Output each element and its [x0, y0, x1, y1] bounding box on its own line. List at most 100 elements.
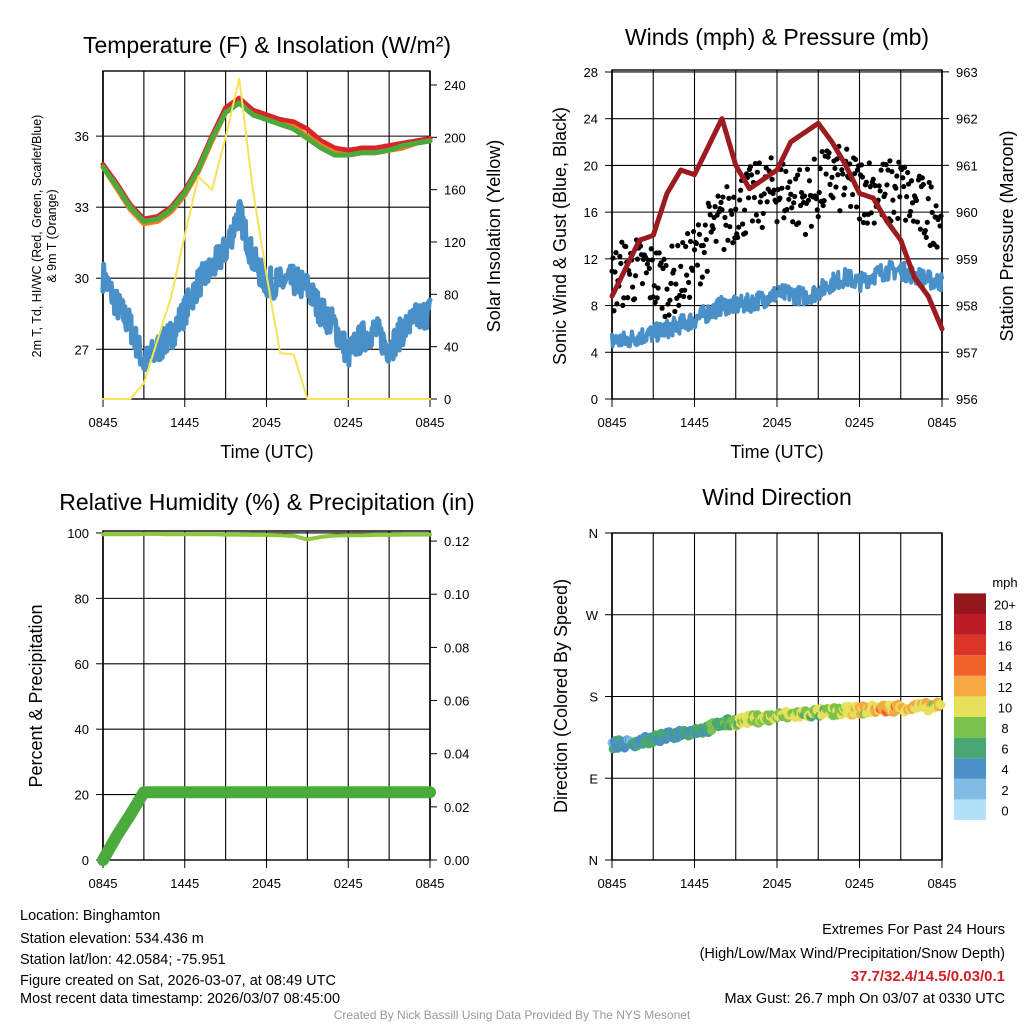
- gust-point: [618, 260, 624, 266]
- gust-point: [685, 230, 691, 237]
- right-tick-label: 0.00: [444, 853, 469, 868]
- gust-point: [648, 246, 654, 252]
- gust-point: [870, 176, 876, 182]
- gust-point: [704, 268, 710, 274]
- pressure-y-axis-label: Station Pressure (Maroon): [997, 130, 1017, 341]
- colorbar-swatch: [954, 696, 986, 717]
- gust-point: [850, 191, 856, 198]
- gust-point: [793, 176, 799, 182]
- gust-point: [639, 281, 646, 287]
- gust-point: [925, 196, 931, 202]
- gust-point: [926, 179, 932, 186]
- y-tick-label: N: [589, 853, 598, 868]
- gust-point: [645, 257, 651, 263]
- gust-point: [771, 187, 777, 193]
- y-tick-label: E: [589, 771, 598, 786]
- y-tick-label: 4: [591, 345, 598, 360]
- gust-point: [908, 178, 915, 184]
- gust-point: [813, 196, 819, 202]
- gust-point: [671, 267, 677, 273]
- direction-y-axis-label: Direction (Colored By Speed): [551, 579, 571, 813]
- gust-point: [701, 249, 707, 256]
- wind-direction-panel-title: Wind Direction: [702, 484, 852, 510]
- gust-point: [928, 184, 934, 190]
- x-tick-label: 0245: [334, 415, 363, 430]
- x-tick-label: 1445: [680, 415, 709, 430]
- gust-point: [672, 308, 678, 315]
- x-tick-label: 0845: [928, 415, 957, 430]
- colorbar-label: 20+: [994, 597, 1016, 612]
- colorbar-label: 10: [998, 700, 1012, 715]
- gust-point: [823, 171, 829, 177]
- gust-point: [798, 189, 805, 196]
- gust-point: [922, 227, 928, 234]
- x-tick-label: 1445: [170, 876, 199, 891]
- colorbar-swatch: [954, 737, 986, 759]
- gust-point: [644, 261, 650, 267]
- y-tick-label: 8: [591, 299, 598, 314]
- y-tick-label: 16: [584, 205, 598, 220]
- right-tick-label: 120: [444, 235, 466, 250]
- series-station-pressure: [609, 116, 945, 332]
- gust-point: [817, 166, 823, 172]
- gust-point: [781, 215, 787, 221]
- right-tick-label: 959: [956, 252, 978, 267]
- right-tick-label: 200: [444, 130, 466, 145]
- gust-point: [814, 207, 820, 213]
- series-hi-wc: [100, 100, 433, 224]
- gust-point: [933, 203, 939, 209]
- plot-frame: [611, 69, 943, 400]
- gust-point: [924, 219, 930, 225]
- x-tick-label: 0845: [598, 876, 627, 891]
- right-tick-label: 40: [444, 340, 458, 355]
- x-tick-label: 0245: [845, 876, 874, 891]
- gust-point: [790, 219, 796, 225]
- gust-point: [723, 222, 729, 228]
- x-tick-label: 2045: [763, 415, 792, 430]
- series-sonic-wind: [610, 259, 944, 349]
- gust-point: [650, 294, 656, 300]
- x-tick-label: 0845: [416, 876, 445, 891]
- gust-point: [719, 207, 725, 213]
- colorbar-label: 12: [998, 680, 1012, 695]
- gust-point: [871, 220, 877, 226]
- gust-point: [676, 302, 682, 308]
- right-tick-label: 80: [444, 287, 458, 302]
- gust-point: [779, 185, 785, 191]
- colorbar-swatch: [954, 758, 986, 779]
- y-tick-label: 60: [75, 657, 89, 672]
- gust-point: [795, 172, 801, 178]
- panel-1: 0845 1445 2045 0245 084504812162024289569579…: [584, 65, 978, 430]
- gust-point: [878, 167, 884, 173]
- extremes-values: 37.7/32.4/14.5/0.03/0.1: [851, 968, 1005, 985]
- right-tick-label: 0: [444, 392, 451, 407]
- gust-point: [690, 228, 697, 235]
- winds-panel-title: Winds (mph) & Pressure (mb): [625, 24, 929, 50]
- gust-point: [903, 217, 909, 223]
- gust-point: [811, 156, 817, 162]
- x-tick-label: 0845: [598, 415, 627, 430]
- gust-point: [620, 302, 626, 308]
- gust-point: [662, 313, 668, 319]
- gust-point: [684, 272, 690, 278]
- gust-point: [703, 236, 709, 243]
- gust-point: [786, 196, 792, 202]
- latlon-text: Station lat/lon: 42.0584; -75.951: [20, 952, 226, 968]
- gust-point: [707, 212, 713, 218]
- extremes-subtitle: (High/Low/Max Wind/Precipitation/Snow De…: [700, 946, 1005, 962]
- colorbar-swatch: [954, 717, 986, 738]
- gust-point: [686, 279, 692, 286]
- series-relative-humidity: [101, 531, 432, 542]
- gust-point: [830, 195, 836, 201]
- gust-point: [747, 164, 754, 170]
- gust-point: [713, 238, 719, 244]
- gust-point: [627, 271, 633, 277]
- gust-point: [783, 168, 789, 174]
- x-tick-label: 1445: [680, 876, 709, 891]
- y-tick-label: 0: [591, 392, 598, 407]
- temperature-panel-title: Temperature (F) & Insolation (W/m²): [83, 32, 451, 58]
- gust-point: [722, 214, 728, 221]
- gust-point: [741, 207, 748, 213]
- colorbar-swatch: [954, 655, 986, 676]
- right-tick-label: 0.08: [444, 640, 469, 655]
